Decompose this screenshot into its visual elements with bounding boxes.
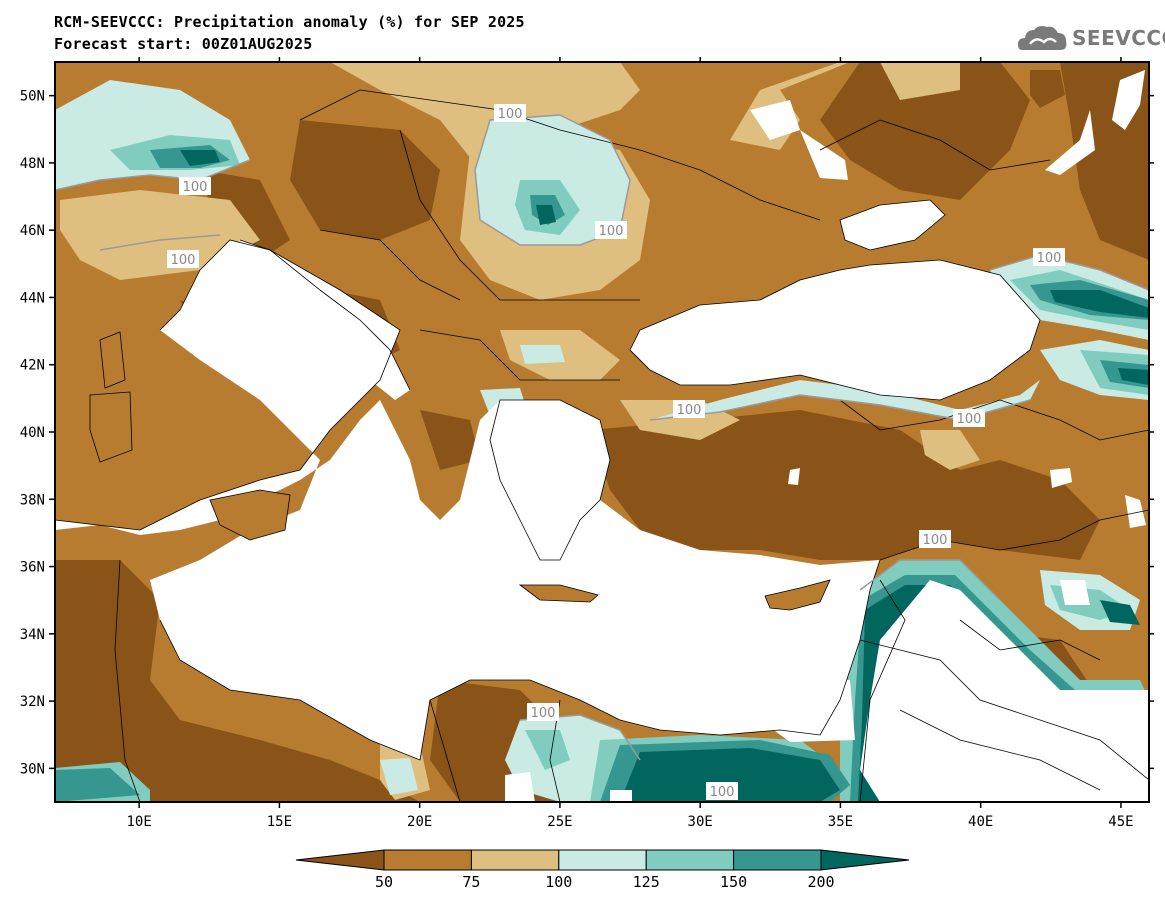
colorbar-label: 200 [807,873,834,891]
logo-text: SEEVCCC [1072,26,1165,50]
svg-text:100: 100 [183,180,208,195]
colorbar-segment-high [820,849,910,871]
map-plot-area [55,62,1149,802]
contour-labels: 100 100 100 100 100 100 100 100 100 100 [167,104,1065,800]
lat-tick-label: 44N [20,290,45,306]
lat-tick-label: 46N [20,223,45,239]
lat-tick-label: 36N [20,560,45,576]
lat-tick-label: 50N [20,89,45,105]
lat-tick-label: 32N [20,694,45,710]
svg-text:100: 100 [710,785,735,800]
colorbar-segment [733,849,822,871]
latitude-axis: 50N 48N 46N 44N 42N 40N 38N 36N 34N 32N 30N [20,89,1154,777]
colorbar-segment [558,849,647,871]
colorbar-label: 100 [545,873,572,891]
colorbar: 50 75 100 125 150 200 [295,849,910,891]
svg-text:100: 100 [498,107,523,122]
lon-tick-label: 15E [267,814,292,830]
colorbar-segment [383,849,472,871]
contour-label: 100 [953,409,985,427]
contour-label: 100 [179,177,211,195]
colorbar-segment-low [295,849,385,871]
svg-text:100: 100 [957,412,982,427]
lon-tick-label: 10E [127,814,152,830]
colorbar-label: 150 [720,873,747,891]
svg-text:100: 100 [171,253,196,268]
lat-tick-label: 38N [20,492,45,508]
colorbar-label: 125 [633,873,660,891]
forecast-start-label: Forecast start: 00Z01AUG2025 [54,35,313,53]
svg-text:100: 100 [1037,251,1062,266]
lat-tick-label: 48N [20,156,45,172]
contour-label: 100 [167,250,199,268]
lon-tick-label: 25E [547,814,572,830]
colorbar-label: 50 [375,873,393,891]
contour-label: 100 [595,221,627,239]
islands [90,332,830,610]
colorbar-label: 75 [462,873,480,891]
cloud-logo-icon [1018,26,1067,50]
lon-tick-label: 30E [688,814,713,830]
map-title: RCM-SEEVCCC: Precipitation anomaly (%) f… [54,13,525,31]
svg-text:100: 100 [923,533,948,548]
lat-tick-label: 40N [20,425,45,441]
colorbar-segment [470,849,560,871]
svg-text:100: 100 [599,224,624,239]
svg-text:100: 100 [531,706,556,721]
colorbar-segment [645,849,735,871]
lat-tick-label: 30N [20,761,45,777]
longitude-axis: 10E 15E 20E 25E 30E 35E 40E 45E [127,57,1134,830]
lon-tick-label: 20E [407,814,432,830]
lat-tick-label: 42N [20,358,45,374]
lon-tick-label: 45E [1108,814,1133,830]
seevccc-logo: SEEVCCC [1016,20,1165,58]
contour-label: 100 [1033,248,1065,266]
contour-label: 100 [706,782,738,800]
lon-tick-label: 35E [828,814,853,830]
contour-label: 100 [919,530,951,548]
contour-label: 100 [494,104,526,122]
contour-label: 100 [673,400,705,418]
lat-tick-label: 34N [20,627,45,643]
svg-text:100: 100 [677,403,702,418]
contour-100-lines [55,114,1149,761]
sea-and-missing-areas [55,70,1149,802]
contour-label: 100 [527,703,559,721]
lon-tick-label: 40E [968,814,993,830]
